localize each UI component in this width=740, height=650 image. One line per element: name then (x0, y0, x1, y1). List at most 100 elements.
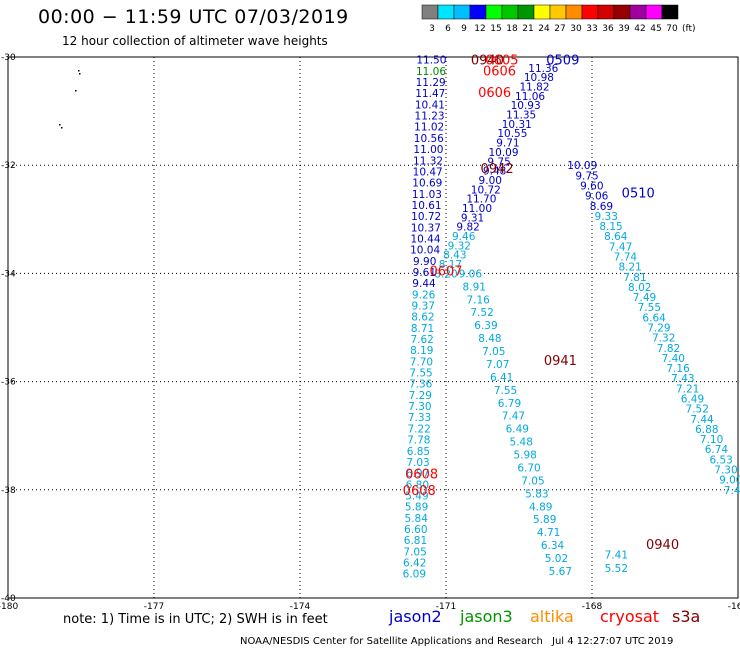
pass-time-label: 0940 (471, 54, 504, 69)
wave-height-value: 11.00 (462, 203, 492, 215)
wave-height-value: 4.71 (537, 527, 560, 539)
wave-height-value: 9.00 (479, 175, 502, 187)
colorbar-label: 39 (618, 24, 630, 34)
pass-time-label: 0941 (544, 354, 577, 369)
wave-height-value: 5.48 (510, 437, 533, 449)
island-dot (61, 127, 63, 129)
wave-height-value: 10.56 (414, 133, 444, 145)
wave-height-value: 7.05 (403, 546, 426, 558)
wave-height-value: 7.47 (609, 241, 632, 253)
wave-height-value: 8.64 (604, 231, 628, 243)
wave-height-value: 10.37 (411, 222, 441, 234)
wave-height-value: 11.06 (416, 66, 446, 78)
wave-height-value: 6.42 (403, 557, 426, 569)
wave-height-value: 10.04 (410, 245, 440, 257)
wave-height-value: 7.29 (409, 390, 432, 402)
wave-height-value: 7.30 (408, 401, 431, 413)
wave-height-value: 8.43 (443, 250, 466, 262)
wave-height-value: 10.47 (413, 166, 443, 178)
wave-height-value: 6.70 (517, 462, 540, 474)
wave-height-value: 9.44 (412, 278, 436, 290)
wave-height-value: 8.17 (439, 259, 462, 271)
wave-height-value: 10.44 (410, 233, 440, 245)
wave-height-value: 7.49 (633, 292, 656, 304)
wave-height-value: 5.49 (405, 490, 428, 502)
colorbar-label: 12 (474, 24, 485, 34)
lon-tick-label: -174 (290, 602, 311, 610)
wave-height-value: 10.93 (511, 100, 541, 112)
lat-tick-label: -34 (1, 269, 16, 279)
island-dot (79, 73, 81, 75)
wave-height-value: 7.10 (700, 434, 723, 446)
wave-height-value: 10.09 (567, 160, 597, 172)
wave-height-value: 9.26 (412, 289, 436, 301)
pass-time-label: 0942 (481, 162, 514, 177)
wave-height-value: 9.33 (595, 211, 618, 223)
wave-height-value: 9.32 (448, 240, 471, 252)
wave-height-value: 7.44 (690, 414, 714, 426)
wave-height-value: 9.06 (459, 268, 483, 280)
timestamp-text: Jul 4 12:27:07 UTC 2019 (552, 636, 674, 647)
wave-height-value: 9.60 (580, 180, 603, 192)
colorbar-label: 30 (570, 24, 582, 34)
wave-height-value: 8.02 (628, 282, 651, 294)
pass-time-label: 0510 (622, 186, 655, 201)
lon-tick-label: -168 (582, 602, 603, 610)
footer-note: note: 1) Time is in UTC; 2) SWH is in fe… (63, 612, 328, 627)
wave-height-value: 8.62 (411, 312, 434, 324)
wave-height-value: 10.31 (502, 119, 532, 131)
wave-height-value: 5.67 (549, 566, 572, 578)
pass-time-label: 0509 (546, 54, 579, 69)
wave-height-value: 8.19 (410, 345, 433, 357)
wave-height-value: 11.50 (416, 55, 446, 67)
legend-entry-altika: altika (530, 607, 574, 626)
colorbar: 3 6 9 12 15 18 21 24 27 30 33 36 39 42 45 70 (ft) (421, 4, 696, 34)
pass-time-label: 0605 (485, 54, 518, 69)
pass-time-label: 0607 (429, 265, 462, 280)
wave-height-value: 7.36 (409, 379, 433, 391)
lon-tick-label: -177 (144, 602, 164, 610)
wave-height-value: 11.35 (506, 110, 536, 122)
wave-height-value: 11.29 (416, 77, 446, 89)
wave-height-value: 8.20 (434, 268, 457, 280)
legend-entry-jason3: jason3 (460, 607, 513, 626)
wave-height-value: 8.15 (599, 221, 622, 233)
wave-height-value: 5.89 (533, 514, 556, 526)
wave-height-value: 10.69 (412, 178, 442, 190)
wave-height-value: 6.41 (490, 372, 513, 384)
wave-height-value: 7.55 (638, 302, 661, 314)
wave-height-value: 7.55 (494, 385, 517, 397)
wave-height-value: 5.84 (405, 513, 429, 525)
wave-height-value: 9.75 (487, 156, 510, 168)
wave-height-value: 6.53 (709, 454, 732, 466)
wave-height-value: 7.03 (406, 457, 429, 469)
wave-height-value: 5.89 (405, 502, 428, 514)
colorbar-label: 36 (602, 24, 614, 34)
wave-height-value: 7.55 (409, 368, 432, 380)
lat-tick-label: -40 (1, 594, 16, 604)
wave-height-value: 7.74 (614, 251, 638, 263)
wave-height-value: 5.83 (525, 488, 548, 500)
colorbar-label: 27 (554, 24, 565, 34)
island-dot (59, 124, 61, 126)
lon-tick-label: -180 (0, 602, 18, 610)
wave-height-value: 6.74 (705, 444, 729, 456)
wave-height-value: 6.80 (406, 479, 429, 491)
wave-height-value: 9.82 (456, 222, 479, 234)
wave-height-value: 7.16 (666, 363, 690, 375)
wave-height-value: 7.81 (623, 272, 646, 284)
wave-height-value: 8.69 (590, 201, 613, 213)
wave-height-value: 8.48 (478, 333, 501, 345)
wave-height-value: 5.52 (605, 563, 628, 575)
lat-tick-label: -30 (1, 53, 16, 63)
colorbar-label: 18 (506, 24, 518, 34)
wave-height-value: 7.52 (470, 307, 493, 319)
wave-height-value: 7.41 (724, 485, 740, 497)
wave-height-value: 7.82 (657, 343, 680, 355)
wave-height-value: 7.78 (407, 435, 430, 447)
wave-height-value: 6.49 (681, 394, 704, 406)
credit-text: NOAA/NESDIS Center for Satellite Applica… (240, 636, 543, 647)
wave-height-value: 11.06 (515, 91, 545, 103)
colorbar-swatch (661, 4, 679, 20)
wave-height-value: 6.88 (695, 424, 718, 436)
